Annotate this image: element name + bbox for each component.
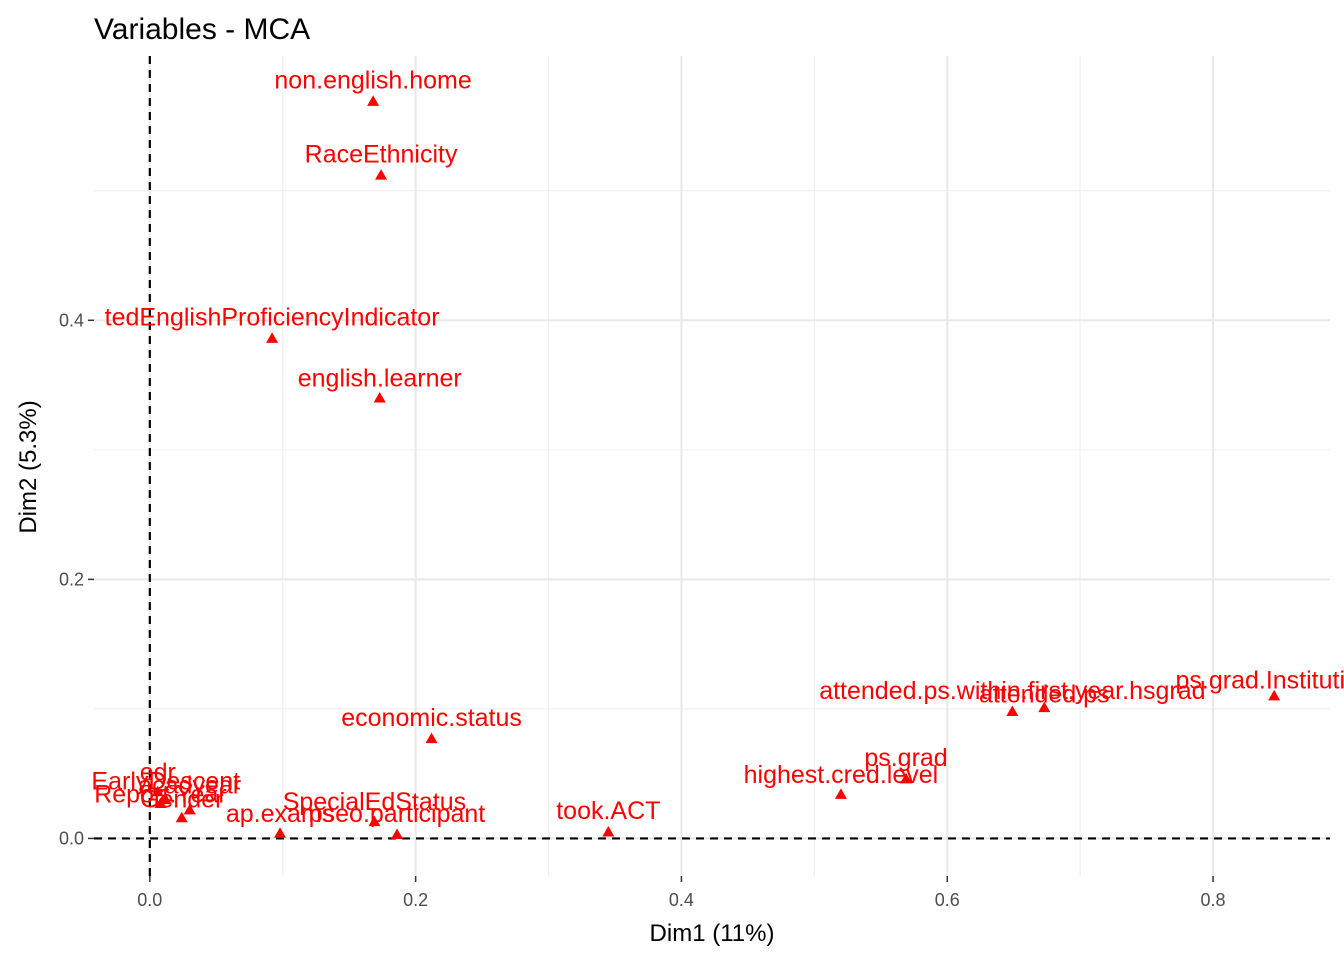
point-label: tedEnglishProficiencyIndicator xyxy=(105,304,440,332)
triangle-point xyxy=(425,732,438,744)
x-tick-label: 0.2 xyxy=(403,890,428,910)
point-labels: non.english.home RaceEthnicity tedEnglishP… xyxy=(91,67,1344,828)
triangle-point xyxy=(274,827,287,838)
x-tick-label: 0.6 xyxy=(935,890,960,910)
y-tick-label: 0.2 xyxy=(59,569,84,589)
point-label: RaceEthnicity xyxy=(305,140,458,168)
triangle-point xyxy=(159,793,172,805)
triangle-point xyxy=(266,332,279,343)
triangle-point xyxy=(373,391,386,403)
triangle-point xyxy=(602,825,615,837)
point-label: non.english.home xyxy=(274,67,471,95)
triangle-point xyxy=(154,797,167,808)
point-label: EarlyDescent xyxy=(91,767,240,795)
triangle-point xyxy=(367,95,380,106)
triangle-point xyxy=(834,788,847,799)
point-label: took.ACT xyxy=(556,797,660,825)
point-label: Report.Year xyxy=(94,780,227,808)
triangle-point xyxy=(175,811,188,823)
point-label: highest.cred.level xyxy=(744,761,939,789)
grid-lines xyxy=(94,56,1330,876)
x-tick-label: 0.8 xyxy=(1201,890,1226,910)
point-label: english.learner xyxy=(298,365,462,393)
point-label: economic.status xyxy=(341,704,522,732)
y-tick-label: 0.0 xyxy=(59,828,84,848)
point-label: ps.grad xyxy=(864,744,947,772)
triangle-point xyxy=(1268,689,1281,701)
point-label: edr xyxy=(140,758,176,786)
triangle-point xyxy=(391,828,404,840)
triangle-point xyxy=(375,169,388,180)
triangle-point xyxy=(900,772,913,784)
point-label: SpecialEdStatus xyxy=(283,788,466,816)
chart-title: Variables - MCA xyxy=(94,13,310,46)
point-label: pseo.participant xyxy=(309,800,486,828)
point-label: attended.ps.within.first.year.hsgrad xyxy=(819,677,1205,705)
triangle-point xyxy=(1038,701,1051,713)
point-label: ps.grad.Institution xyxy=(1176,666,1344,694)
axes: 0.0 0.2 0.4 0.6 0.8 0.0 0.2 0.4 xyxy=(59,310,1226,910)
x-tick-label: 0.4 xyxy=(669,890,694,910)
y-tick-label: 0.4 xyxy=(59,310,84,330)
data-points xyxy=(151,95,1281,840)
triangle-point xyxy=(1006,705,1019,716)
triangle-point xyxy=(368,815,381,827)
point-label: attended.ps xyxy=(979,681,1110,709)
point-label: acadyear xyxy=(138,771,241,799)
point-label: ap.exams xyxy=(226,800,334,828)
y-axis-title: Dim2 (5.3%) xyxy=(15,400,42,533)
point-label: Gender xyxy=(140,786,223,814)
x-tick-label: 0.0 xyxy=(137,890,162,910)
triangle-point xyxy=(151,785,164,797)
reference-lines xyxy=(94,56,1330,876)
x-axis-title: Dim1 (11%) xyxy=(650,920,775,947)
triangle-point xyxy=(183,803,196,815)
